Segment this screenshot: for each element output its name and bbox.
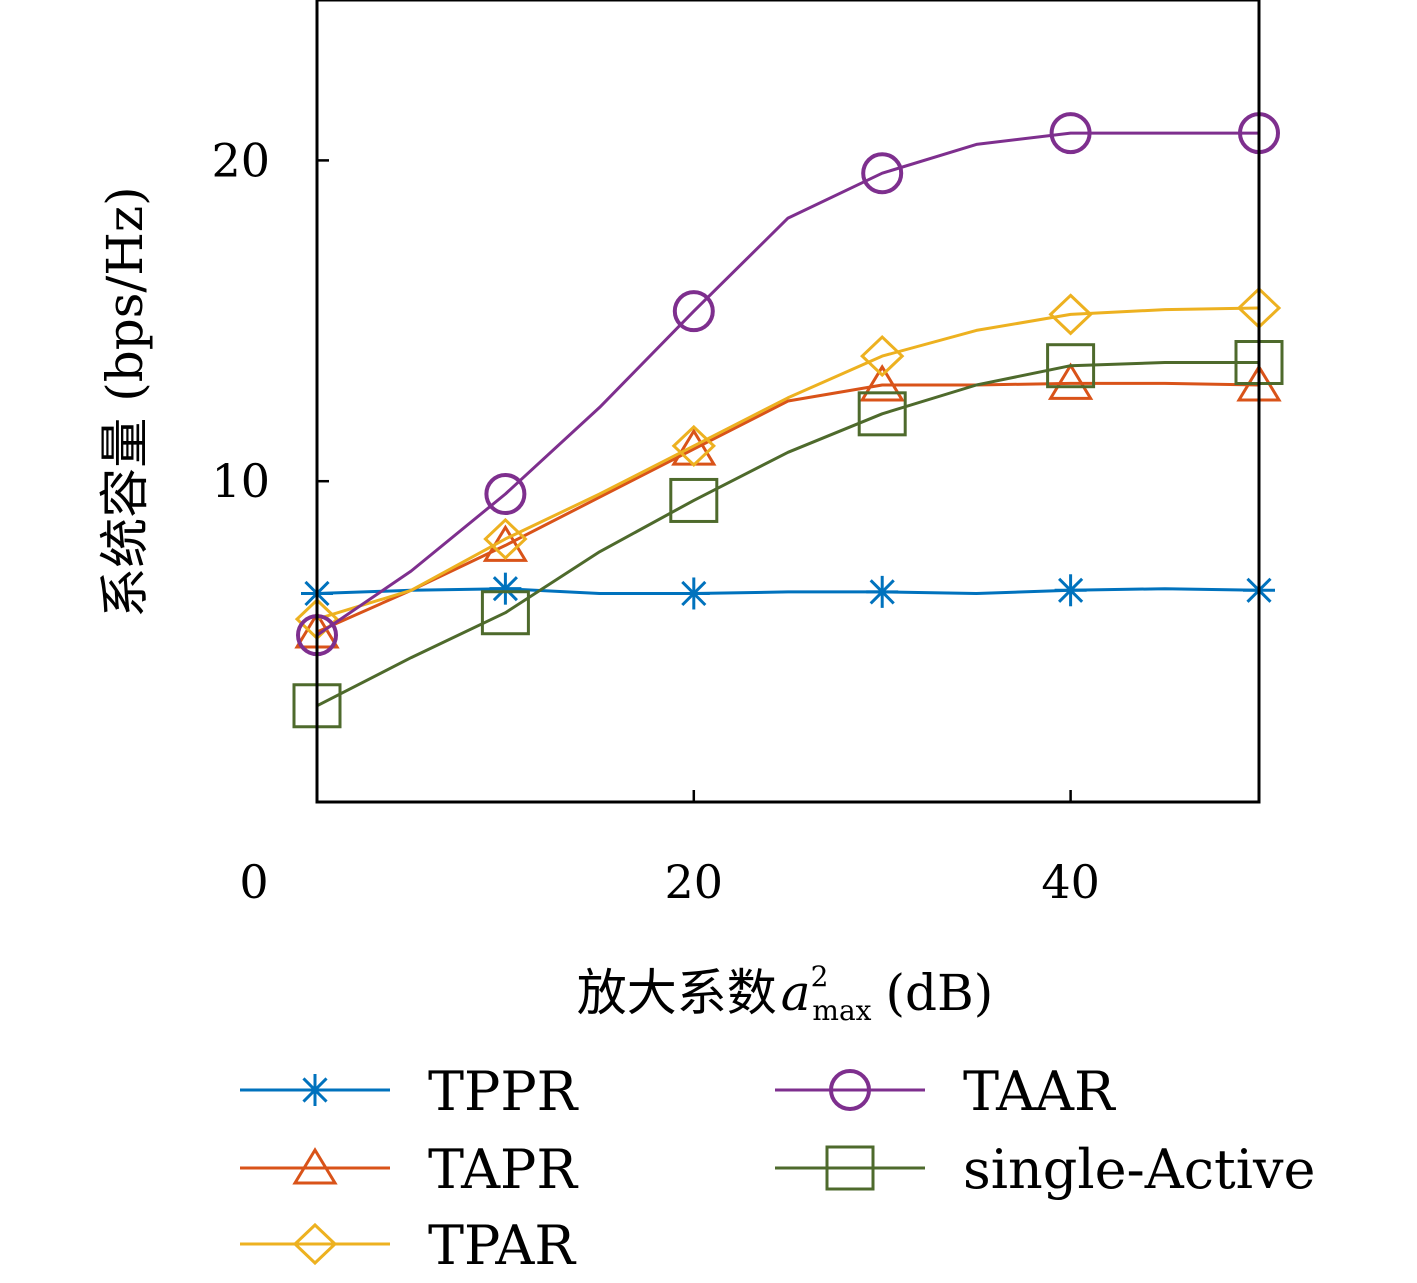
legend-item: TPPR	[240, 1060, 579, 1123]
legend-item: TPAR	[240, 1214, 576, 1277]
x-tick-label: 20	[665, 855, 724, 909]
legend-label: TAPR	[428, 1138, 578, 1201]
x-axis-label: 放大系数a2 max (dB)	[577, 960, 993, 1027]
y-axis-label: 系统容量 (bps/Hz)	[96, 186, 154, 617]
y-tick-label: 10	[211, 454, 270, 508]
legend-marker	[299, 1074, 331, 1106]
legend-item: TAAR	[775, 1060, 1116, 1123]
data-point-marker	[857, 391, 907, 437]
plot-frame	[315, 0, 1261, 804]
legend-label: TPAR	[428, 1214, 576, 1277]
data-point-marker	[1047, 362, 1094, 400]
legend: TPPR TAPR TPAR TAAR single-Active	[240, 1060, 1315, 1277]
data-point-marker	[1054, 574, 1087, 607]
legend-item: single-Active	[775, 1138, 1315, 1201]
data-point-marker	[483, 517, 528, 561]
data-point-marker	[672, 290, 715, 333]
tick-layer: 0 20 40 10 20	[211, 133, 1099, 909]
data-point-marker	[484, 473, 527, 516]
series-line	[316, 381, 1260, 634]
data-point-marker	[866, 575, 899, 608]
legend-item: TAPR	[240, 1138, 578, 1201]
data-point-marker	[1048, 293, 1093, 336]
x-tick-label: 40	[1041, 855, 1100, 909]
data-point-marker	[677, 577, 710, 610]
series-layer	[292, 112, 1284, 729]
x-axis-label-sub: max	[812, 994, 871, 1027]
series-line	[316, 131, 1259, 637]
data-point-marker	[669, 477, 719, 523]
series-line	[316, 361, 1259, 708]
legend-marker	[825, 1145, 875, 1191]
data-point-marker	[671, 424, 716, 467]
legend-label: single-Active	[963, 1138, 1315, 1201]
data-point-marker	[1046, 343, 1096, 389]
data-point-marker	[489, 572, 522, 605]
x-axis-label-unit: (dB)	[885, 964, 993, 1022]
x-axis-label-prefix: 放大系数	[577, 964, 777, 1022]
y-tick-label: 20	[211, 133, 270, 187]
legend-marker	[292, 1222, 338, 1266]
x-axis-label-sup: 2	[811, 960, 829, 993]
data-point-marker	[859, 364, 905, 402]
series-line	[316, 587, 1260, 595]
legend-label: TAAR	[963, 1060, 1116, 1123]
legend-label: TPPR	[428, 1060, 579, 1123]
x-tick-label: 0	[239, 855, 268, 909]
x-axis-label-var: a	[781, 964, 811, 1022]
data-point-marker	[861, 152, 904, 195]
series-line	[316, 306, 1260, 621]
data-point-marker	[860, 335, 905, 378]
legend-marker	[829, 1069, 871, 1111]
data-point-marker	[480, 590, 530, 636]
legend-marker	[292, 1147, 338, 1185]
data-point-marker	[1049, 112, 1092, 155]
